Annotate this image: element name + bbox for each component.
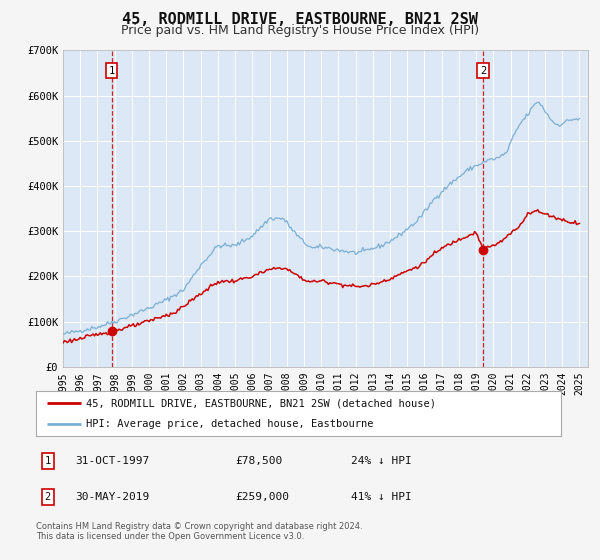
Text: 2: 2 (480, 66, 486, 76)
Text: £78,500: £78,500 (235, 456, 283, 466)
Text: 31-OCT-1997: 31-OCT-1997 (76, 456, 149, 466)
Text: 30-MAY-2019: 30-MAY-2019 (76, 492, 149, 502)
Text: Price paid vs. HM Land Registry's House Price Index (HPI): Price paid vs. HM Land Registry's House … (121, 24, 479, 36)
Text: 1: 1 (109, 66, 115, 76)
Text: HPI: Average price, detached house, Eastbourne: HPI: Average price, detached house, East… (86, 419, 373, 430)
Text: £259,000: £259,000 (235, 492, 290, 502)
Text: 24% ↓ HPI: 24% ↓ HPI (351, 456, 412, 466)
Text: 45, RODMILL DRIVE, EASTBOURNE, BN21 2SW: 45, RODMILL DRIVE, EASTBOURNE, BN21 2SW (122, 12, 478, 27)
Text: 1: 1 (44, 456, 50, 466)
Text: 41% ↓ HPI: 41% ↓ HPI (351, 492, 412, 502)
Text: Contains HM Land Registry data © Crown copyright and database right 2024.: Contains HM Land Registry data © Crown c… (36, 522, 362, 531)
Text: 45, RODMILL DRIVE, EASTBOURNE, BN21 2SW (detached house): 45, RODMILL DRIVE, EASTBOURNE, BN21 2SW … (86, 398, 436, 408)
Text: 2: 2 (44, 492, 50, 502)
Text: This data is licensed under the Open Government Licence v3.0.: This data is licensed under the Open Gov… (36, 532, 304, 541)
